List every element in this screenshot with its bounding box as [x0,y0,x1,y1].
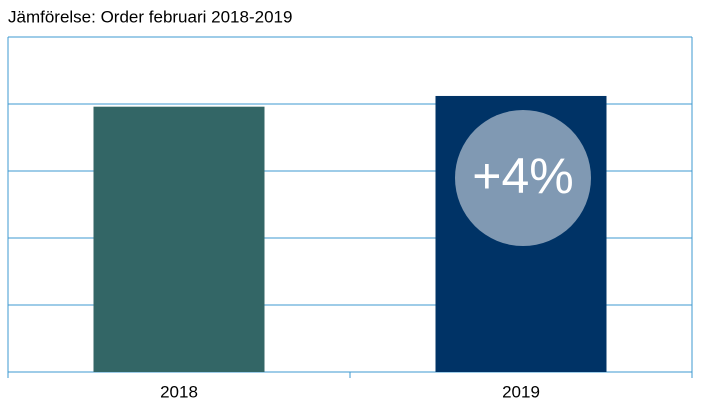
x-tick-label: 2018 [160,382,198,401]
bar [93,106,265,373]
x-tick-label: 2019 [502,382,540,401]
annotation-circle [455,110,591,246]
chart-title: Jämförelse: Order februari 2018-2019 [8,7,292,26]
annotation: +4% [472,148,573,204]
